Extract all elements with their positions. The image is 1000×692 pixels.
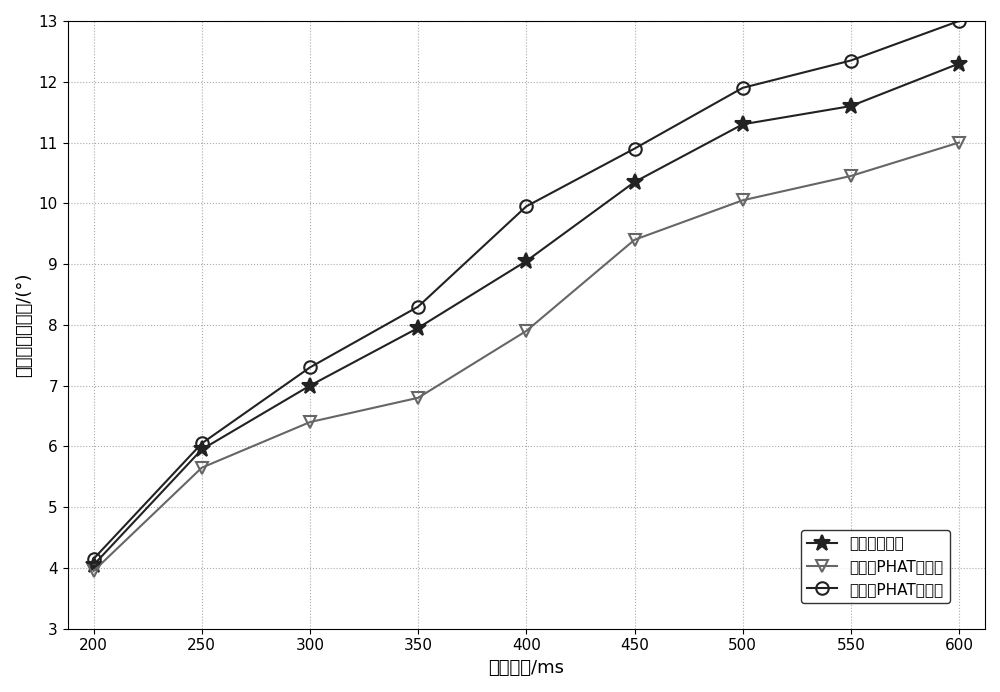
时频域PHAT加权法 (520, 327, 532, 335)
时频域PHAT加权法 (88, 567, 100, 575)
谐波域PHAT加权法 (953, 17, 965, 25)
谐波域PHAT加权法 (629, 145, 641, 153)
基本伪声强法 (412, 324, 424, 332)
基本伪声强法 (304, 381, 316, 390)
Line: 基本伪声强法: 基本伪声强法 (85, 55, 967, 573)
时频域PHAT加权法 (629, 236, 641, 244)
谐波域PHAT加权法 (304, 363, 316, 372)
时频域PHAT加权法 (412, 394, 424, 402)
Legend: 基本伪声强法, 时频域PHAT加权法, 谐波域PHAT加权法: 基本伪声强法, 时频域PHAT加权法, 谐波域PHAT加权法 (801, 530, 950, 603)
时频域PHAT加权法 (304, 418, 316, 426)
时频域PHAT加权法 (845, 172, 857, 180)
基本伪声强法 (196, 445, 208, 453)
谐波域PHAT加权法 (737, 84, 749, 92)
基本伪声强法 (88, 561, 100, 569)
基本伪声强法 (520, 257, 532, 265)
谐波域PHAT加权法 (845, 56, 857, 64)
基本伪声强法 (845, 102, 857, 110)
谐波域PHAT加权法 (88, 555, 100, 563)
谐波域PHAT加权法 (196, 439, 208, 448)
基本伪声强法 (629, 178, 641, 186)
谐波域PHAT加权法 (412, 302, 424, 311)
Line: 谐波域PHAT加权法: 谐波域PHAT加权法 (87, 15, 965, 565)
基本伪声强法 (953, 60, 965, 68)
时频域PHAT加权法 (737, 196, 749, 204)
时频域PHAT加权法 (953, 138, 965, 147)
X-axis label: 混响时间/ms: 混响时间/ms (488, 659, 564, 677)
Line: 时频域PHAT加权法: 时频域PHAT加权法 (87, 136, 965, 577)
谐波域PHAT加权法 (520, 202, 532, 210)
时频域PHAT加权法 (196, 464, 208, 472)
基本伪声强法 (737, 120, 749, 129)
Y-axis label: 平均均方根误差/(°): 平均均方根误差/(°) (15, 273, 33, 377)
